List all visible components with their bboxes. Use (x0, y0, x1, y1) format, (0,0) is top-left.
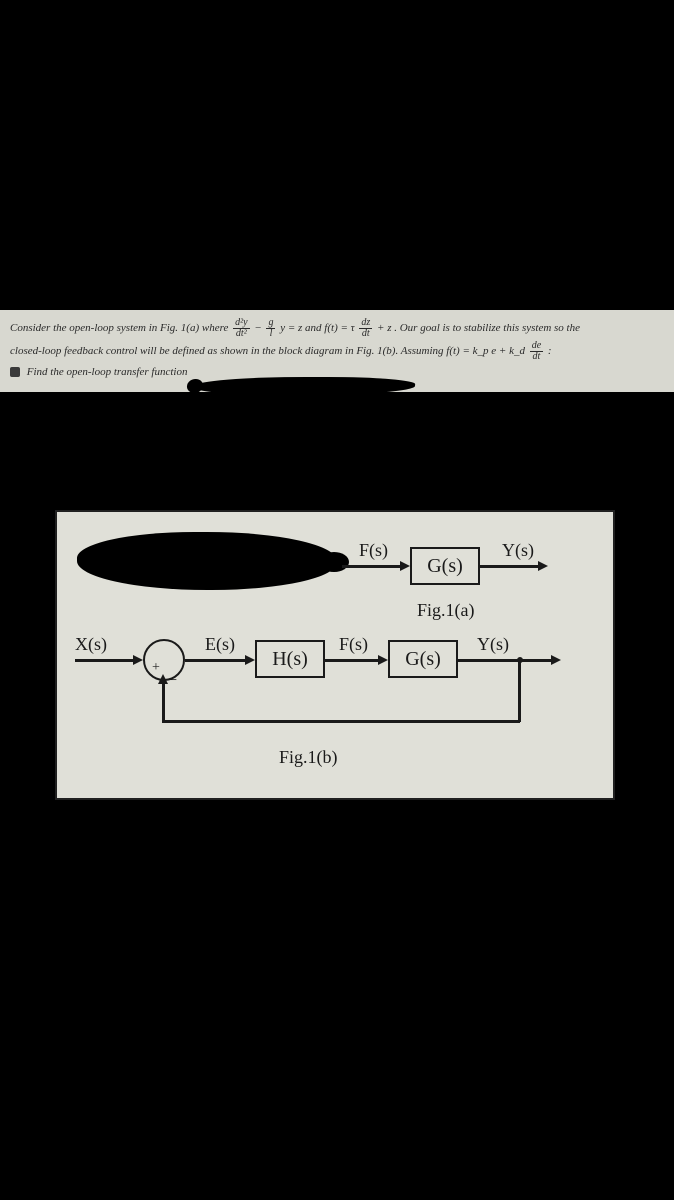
arrowhead-icon (158, 674, 168, 684)
block-g: G(s) (410, 547, 480, 585)
feedback-line (162, 682, 165, 722)
fraction-den: dt (530, 352, 543, 362)
block-h: H(s) (255, 640, 325, 678)
feedback-line (162, 720, 520, 723)
figure-caption-a: Fig.1(a) (417, 600, 475, 621)
arrowhead-icon (245, 655, 255, 665)
redaction-mark (194, 377, 416, 395)
minus-sign: − (168, 672, 177, 690)
arrowhead-icon (400, 561, 410, 571)
arrow-line (458, 659, 553, 662)
arrow-line (342, 565, 402, 568)
redaction-mark (77, 532, 337, 590)
arrowhead-icon (538, 561, 548, 571)
arrow-line (75, 659, 135, 662)
bullet-icon (10, 367, 20, 377)
signal-label-x: X(s) (75, 634, 107, 655)
text: − (254, 322, 264, 334)
signal-label-y: Y(s) (477, 634, 509, 655)
arrow-line (480, 565, 540, 568)
figure-caption-b: Fig.1(b) (279, 747, 338, 768)
arrowhead-icon (378, 655, 388, 665)
block-diagram-panel: F(s) G(s) Y(s) Fig.1(a) X(s) + − E(s) H(… (55, 510, 615, 800)
signal-label-f: F(s) (339, 634, 368, 655)
block-g: G(s) (388, 640, 458, 678)
signal-label-y: Y(s) (502, 540, 534, 561)
text: : (548, 345, 552, 357)
fraction-den: dt² (233, 329, 249, 339)
text: y = z and f(t) = τ (280, 322, 357, 334)
feedback-line (518, 660, 521, 722)
arrow-line (325, 659, 380, 662)
text: + z . Our goal is to stabilize this syst… (377, 322, 580, 334)
fraction-den: dt (359, 329, 372, 339)
signal-label-e: E(s) (205, 634, 235, 655)
arrowhead-icon (551, 655, 561, 665)
fraction-den: l (266, 329, 275, 339)
arrowhead-icon (133, 655, 143, 665)
text: Find the open-loop transfer function (27, 366, 188, 378)
arrow-line (185, 659, 247, 662)
text: Consider the open-loop system in Fig. 1(… (10, 322, 231, 334)
text: closed-loop feedback control will be def… (10, 345, 528, 357)
signal-label-f: F(s) (359, 540, 388, 561)
